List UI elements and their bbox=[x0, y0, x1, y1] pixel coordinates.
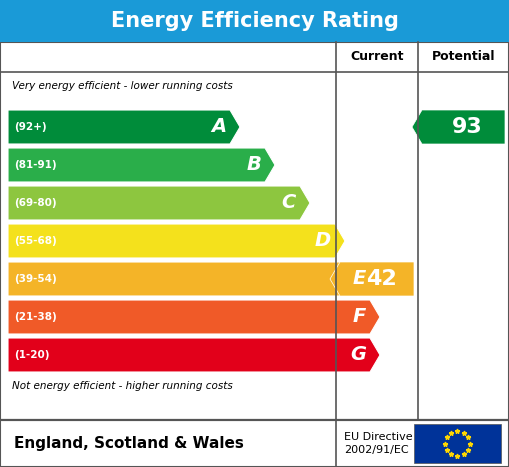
Text: G: G bbox=[350, 346, 366, 365]
Text: (81-91): (81-91) bbox=[14, 160, 56, 170]
Text: (21-38): (21-38) bbox=[14, 312, 56, 322]
Polygon shape bbox=[8, 148, 275, 182]
Text: Energy Efficiency Rating: Energy Efficiency Rating bbox=[110, 11, 399, 31]
Text: A: A bbox=[211, 118, 226, 136]
Text: Current: Current bbox=[350, 50, 404, 64]
Text: Very energy efficient - lower running costs: Very energy efficient - lower running co… bbox=[12, 81, 233, 91]
Text: England, Scotland & Wales: England, Scotland & Wales bbox=[14, 436, 244, 451]
Text: EU Directive
2002/91/EC: EU Directive 2002/91/EC bbox=[344, 432, 413, 455]
Text: (69-80): (69-80) bbox=[14, 198, 56, 208]
Polygon shape bbox=[330, 262, 414, 296]
Polygon shape bbox=[8, 300, 380, 334]
Text: 42: 42 bbox=[365, 269, 397, 289]
Bar bbox=[0, 42, 509, 420]
Polygon shape bbox=[8, 338, 380, 372]
Text: 93: 93 bbox=[452, 117, 483, 137]
Text: C: C bbox=[282, 193, 296, 212]
Text: B: B bbox=[246, 156, 261, 175]
Text: E: E bbox=[353, 269, 366, 289]
Bar bbox=[414, 424, 501, 463]
Polygon shape bbox=[8, 262, 380, 296]
Bar bbox=[0, 420, 509, 467]
Polygon shape bbox=[8, 224, 345, 258]
Bar bbox=[0, 0, 509, 42]
Text: (1-20): (1-20) bbox=[14, 350, 49, 360]
Text: Not energy efficient - higher running costs: Not energy efficient - higher running co… bbox=[12, 381, 233, 391]
Text: (55-68): (55-68) bbox=[14, 236, 56, 246]
Polygon shape bbox=[8, 186, 310, 220]
Text: Potential: Potential bbox=[432, 50, 495, 64]
Text: (92+): (92+) bbox=[14, 122, 47, 132]
Polygon shape bbox=[8, 110, 240, 144]
Polygon shape bbox=[412, 110, 505, 144]
Text: (39-54): (39-54) bbox=[14, 274, 56, 284]
Text: F: F bbox=[353, 307, 366, 326]
Text: D: D bbox=[315, 232, 331, 250]
Bar bbox=[0, 420, 509, 467]
